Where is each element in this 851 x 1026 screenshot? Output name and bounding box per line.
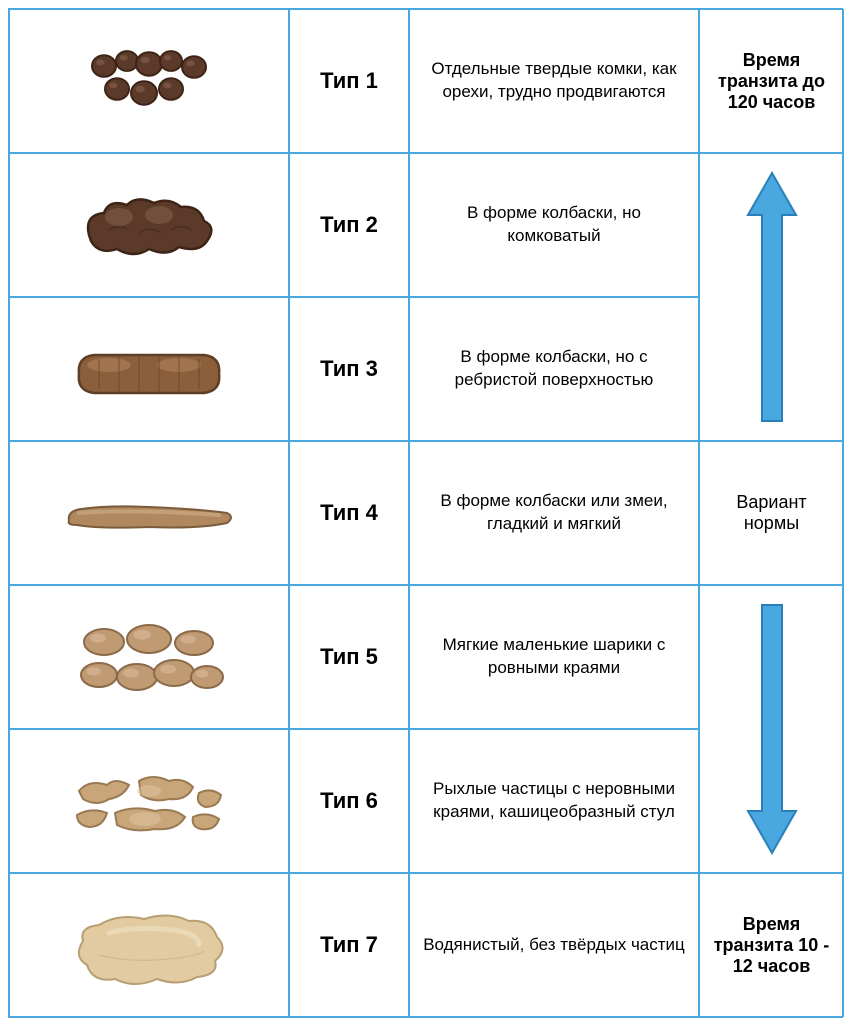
description-cell: Отдельные твердые комки, как орехи, труд…	[409, 9, 699, 153]
description-cell: Водянистый, без твёрдых частиц	[409, 873, 699, 1017]
description-text: В форме колбаски, но комковатый	[422, 202, 686, 248]
description-text: Водянистый, без твёрдых частиц	[423, 934, 685, 957]
type-label: Тип 2	[320, 212, 378, 238]
description-text: Отдельные твердые комки, как орехи, труд…	[422, 58, 686, 104]
type-label-cell: Тип 1	[289, 9, 409, 153]
description-text: Рыхлые частицы с неровными краями, кашиц…	[422, 778, 686, 824]
description-cell: В форме колбаски, но с ребристой поверхн…	[409, 297, 699, 441]
description-cell: Рыхлые частицы с неровными краями, кашиц…	[409, 729, 699, 873]
transit-label: Вариант нормы	[712, 492, 831, 534]
description-text: В форме колбаски или змеи, гладкий и мяг…	[422, 490, 686, 536]
stool-image-type1	[9, 9, 289, 153]
description-text: В форме колбаски, но с ребристой поверхн…	[422, 346, 686, 392]
bristol-stool-chart: Тип 1 Отдельные твердые комки, как орехи,…	[8, 8, 843, 1018]
stool-image-type4	[9, 441, 289, 585]
description-cell: Мягкие маленькие шарики с ровными краями	[409, 585, 699, 729]
transit-arrow-up-icon	[699, 153, 844, 441]
transit-text: Время транзита 10 - 12 часов	[699, 873, 844, 1017]
transit-arrow-down-icon	[699, 585, 844, 873]
type-label: Тип 6	[320, 788, 378, 814]
stool-image-type6	[9, 729, 289, 873]
transit-label: Время транзита 10 - 12 часов	[712, 914, 831, 977]
stool-image-type5	[9, 585, 289, 729]
transit-label: Время транзита до 120 часов	[712, 50, 831, 113]
stool-image-type7	[9, 873, 289, 1017]
type-label-cell: Тип 5	[289, 585, 409, 729]
type-label-cell: Тип 6	[289, 729, 409, 873]
type-label: Тип 7	[320, 932, 378, 958]
type-label-cell: Тип 7	[289, 873, 409, 1017]
transit-text: Вариант нормы	[699, 441, 844, 585]
stool-image-type2	[9, 153, 289, 297]
type-label: Тип 5	[320, 644, 378, 670]
transit-text: Время транзита до 120 часов	[699, 9, 844, 153]
description-cell: В форме колбаски, но комковатый	[409, 153, 699, 297]
stool-image-type3	[9, 297, 289, 441]
type-label: Тип 4	[320, 500, 378, 526]
type-label: Тип 3	[320, 356, 378, 382]
type-label: Тип 1	[320, 68, 378, 94]
description-text: Мягкие маленькие шарики с ровными краями	[422, 634, 686, 680]
type-label-cell: Тип 3	[289, 297, 409, 441]
type-label-cell: Тип 2	[289, 153, 409, 297]
description-cell: В форме колбаски или змеи, гладкий и мяг…	[409, 441, 699, 585]
type-label-cell: Тип 4	[289, 441, 409, 585]
